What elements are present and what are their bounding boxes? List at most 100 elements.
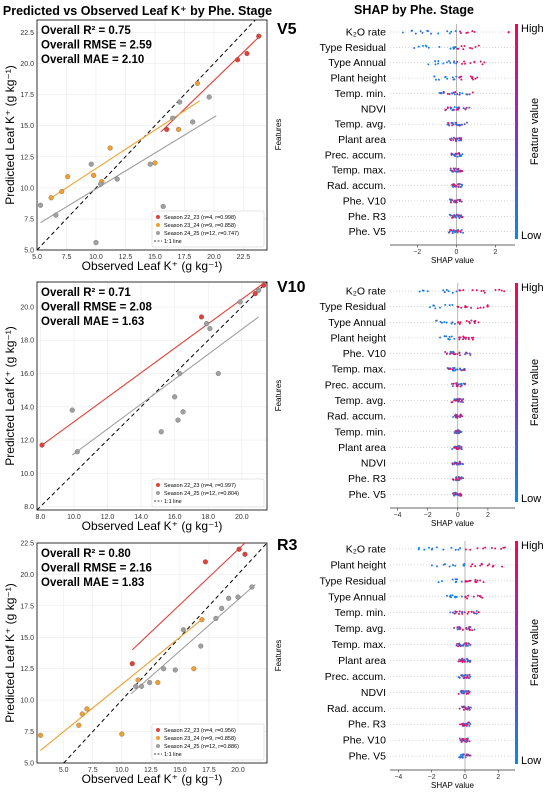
shap-dot: [471, 47, 474, 50]
shap-dot: [444, 303, 447, 306]
one-to-one-line: [36, 19, 256, 251]
feature-label: Temp. max.: [332, 364, 386, 376]
feature-label: NDVI: [361, 458, 386, 470]
shap-dot: [453, 183, 456, 186]
data-point: [98, 181, 104, 187]
feature-label: Temp. min.: [335, 607, 386, 619]
data-point: [237, 299, 243, 305]
feature-label: Temp. avg.: [335, 623, 386, 635]
shap-dot: [452, 185, 455, 188]
shap-dot: [460, 689, 463, 692]
shap-dot: [456, 415, 459, 418]
shap-dot: [451, 76, 454, 79]
shap-dot: [451, 291, 454, 294]
shap-dot: [427, 546, 430, 549]
series-0: [129, 542, 248, 667]
shap-dot: [469, 660, 472, 663]
shap-dot: [460, 740, 463, 743]
shap-dot: [453, 108, 456, 111]
shap-dot: [477, 611, 480, 614]
y-axis-label: Predicted Leaf K⁺ (g kg⁻¹): [3, 65, 17, 204]
feature-label: Plant area: [338, 655, 386, 667]
shap-dot: [447, 338, 450, 341]
shap-dot: [470, 319, 473, 322]
shap-dot: [459, 30, 462, 33]
data-point: [155, 679, 161, 686]
x-tick-label: 5.0: [59, 767, 69, 774]
y-axis-label: Predicted Leaf K⁺ (g kg⁻¹): [3, 326, 17, 465]
shap-dot: [460, 123, 463, 126]
y-tick-label: 18.0: [20, 338, 34, 345]
shap-dot: [453, 93, 456, 96]
shap-dot: [457, 612, 460, 615]
shap-dot: [445, 594, 448, 597]
shap-dot: [467, 580, 470, 583]
shap-dot: [453, 106, 456, 109]
shap-dot: [458, 478, 461, 481]
legend-marker: [156, 491, 160, 495]
shap-dot: [465, 676, 468, 679]
shap-dot: [454, 610, 457, 613]
shap-dot: [469, 354, 472, 357]
data-point: [261, 282, 267, 288]
shap-dot: [453, 200, 456, 203]
x-tick-label: 17.5: [178, 254, 192, 261]
data-point: [135, 677, 141, 683]
shap-dot: [450, 137, 453, 140]
data-point: [65, 174, 71, 180]
scatter-panel-v10: 8.0 10.0 12.0 14.0 16.0 18.0 20.0 8.0 10.0 12.0 14…: [3, 281, 268, 533]
shap-dot: [458, 737, 461, 740]
shap-dot: [468, 322, 471, 325]
shap-dot: [451, 124, 454, 127]
shap-dot: [460, 78, 463, 81]
shap-dot: [463, 562, 466, 565]
shap-dot: [454, 415, 457, 418]
shap-dot: [433, 75, 436, 78]
shap-dot: [479, 579, 482, 582]
feature-label: Phe. V5: [349, 751, 387, 763]
shap-dot: [464, 62, 467, 65]
shap-dot: [459, 644, 462, 647]
feature-label: Plant height: [331, 332, 387, 344]
stat-line: Overall MAE = 1.63: [41, 316, 144, 328]
shap-dot: [471, 30, 474, 33]
shap-dot: [452, 416, 455, 419]
shap-dot: [455, 123, 458, 126]
shap-dot: [453, 369, 456, 372]
data-point: [180, 409, 186, 415]
data-point: [256, 287, 262, 293]
shap-dot: [423, 548, 426, 551]
shap-dot: [455, 137, 458, 140]
shap-dot: [458, 199, 461, 202]
shap-dot: [468, 673, 471, 676]
series-1: [37, 617, 205, 751]
shap-dot: [442, 90, 445, 93]
shap-dot: [468, 626, 471, 629]
shap-plots: V5 −2 0 2 SHAP value Features K₂O rate Type Res…: [275, 21, 544, 790]
shap-dot: [459, 185, 462, 188]
x-tick-label: 8.0: [35, 514, 45, 521]
right-title: SHAP by Phe. Stage: [354, 3, 474, 17]
shap-dot: [471, 563, 474, 566]
shap-dot: [471, 91, 474, 94]
shap-dot: [458, 93, 461, 96]
feature-label: NDVI: [361, 103, 386, 115]
shap-dot: [411, 29, 414, 32]
shap-dot: [453, 155, 456, 158]
shap-dot: [456, 352, 459, 355]
shap-dot: [449, 139, 452, 142]
shap-dot: [457, 108, 460, 111]
shap-dot: [455, 75, 458, 78]
shap-dot: [462, 724, 465, 727]
feature-label: Plant height: [331, 73, 387, 85]
shap-x-label: SHAP value: [431, 256, 475, 265]
colorbar-high-label: High: [521, 23, 544, 35]
data-point: [79, 711, 85, 717]
shap-dot: [462, 107, 465, 110]
shap-dot: [464, 723, 467, 726]
legend-label: 1:1 line: [164, 499, 182, 505]
shap-dot: [465, 31, 468, 34]
x-tick-label: 12.5: [119, 254, 133, 261]
shap-dot: [460, 228, 463, 231]
shap-dot: [434, 60, 437, 63]
